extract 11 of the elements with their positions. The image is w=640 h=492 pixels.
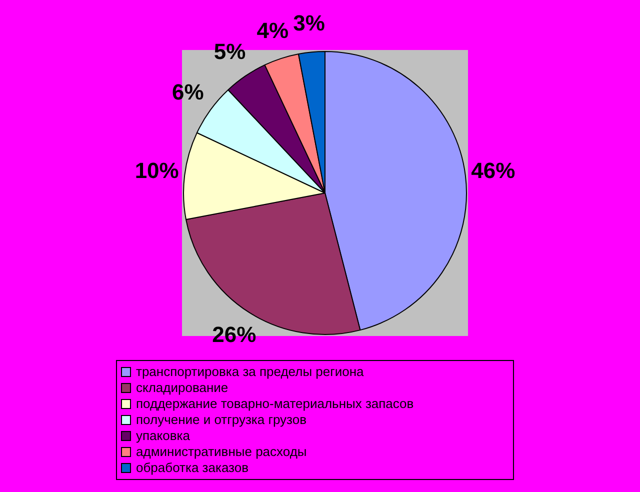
legend-label: упаковка [136, 428, 190, 444]
legend-label: административные расходы [136, 444, 307, 460]
legend-label: транспортировка за пределы региона [136, 364, 364, 380]
data-label: 46% [471, 158, 516, 183]
data-label: 3% [293, 10, 325, 36]
legend-label: поддержание товарно-материальных запасов [136, 396, 414, 412]
legend-label: складирование [136, 380, 228, 396]
legend-label: получение и отгрузка грузов [136, 412, 307, 428]
data-label: 10% [134, 158, 179, 183]
data-label: 4% [256, 18, 289, 43]
legend-label: обработка заказов [136, 460, 248, 476]
